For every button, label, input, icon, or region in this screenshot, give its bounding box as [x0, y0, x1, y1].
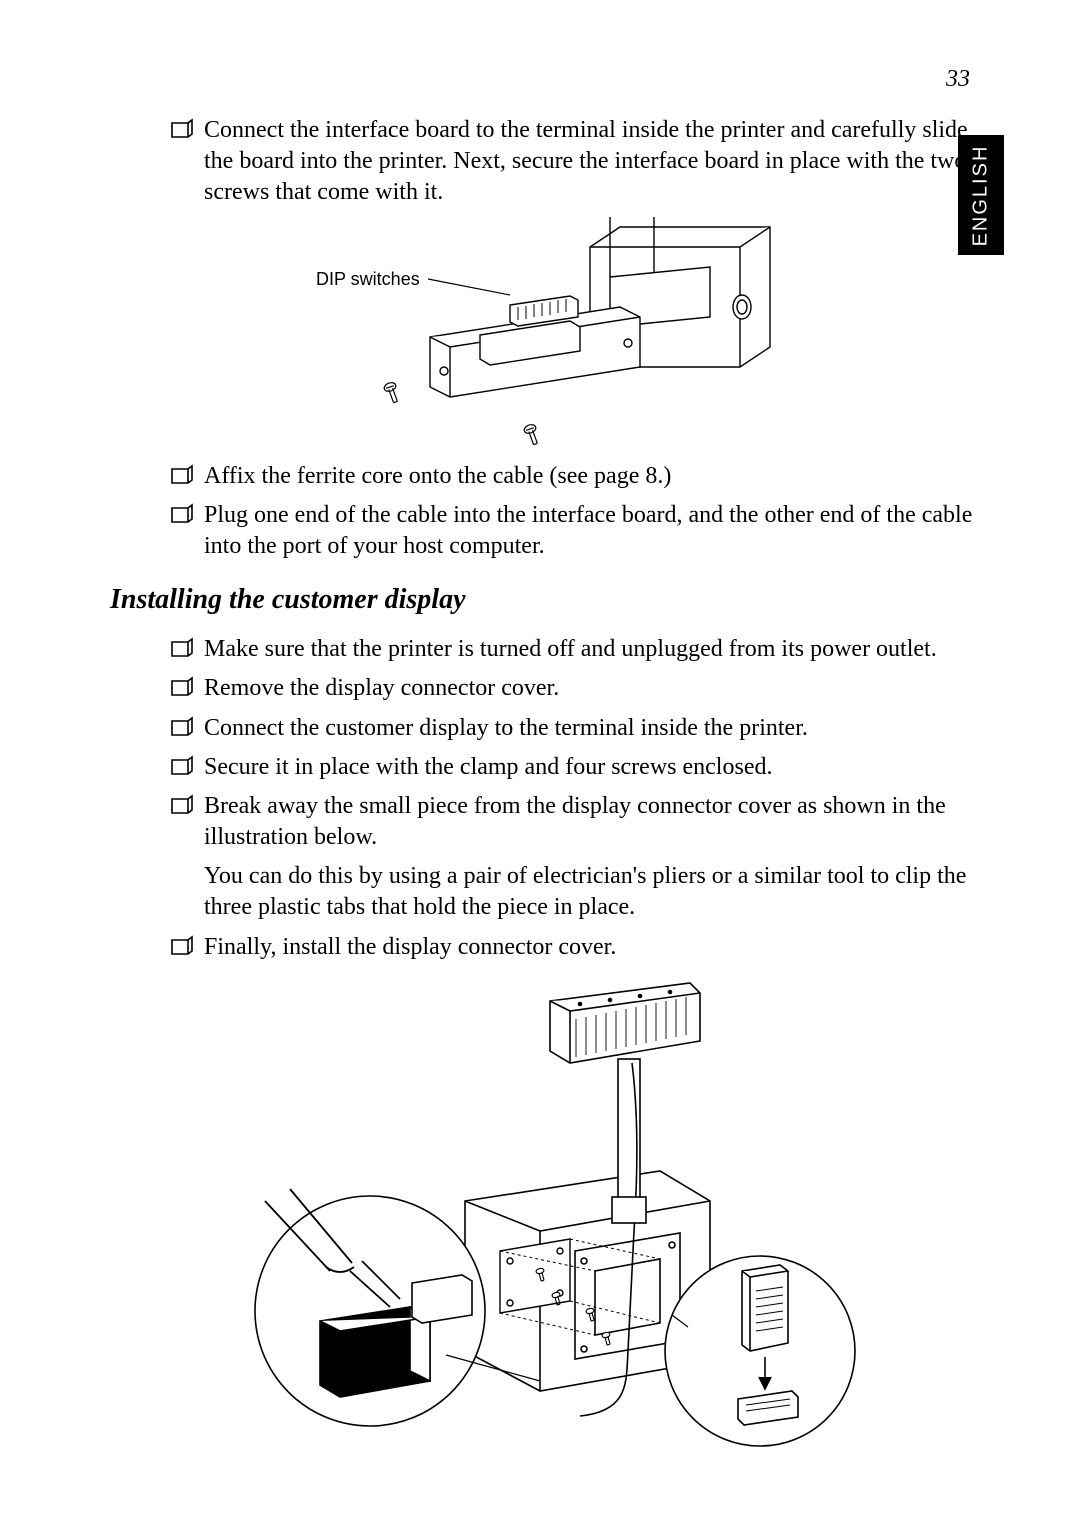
checkbox-icon: [170, 466, 192, 486]
step-item: Break away the small piece from the disp…: [110, 791, 990, 853]
language-tab-label: ENGLISH: [970, 144, 993, 246]
section-heading: Installing the customer display: [110, 584, 990, 616]
step-item: Finally, install the display connector c…: [110, 932, 990, 963]
interface-board-diagram: [310, 217, 790, 447]
step-text: Connect the interface board to the termi…: [204, 115, 990, 209]
checkbox-icon: [170, 678, 192, 698]
step-text: Break away the small piece from the disp…: [204, 791, 990, 853]
checkbox-icon: [170, 639, 192, 659]
step-item: Plug one end of the cable into the inter…: [110, 500, 990, 562]
checkbox-icon: [170, 120, 192, 140]
step-text: Make sure that the printer is turned off…: [204, 634, 990, 665]
checkbox-icon: [170, 796, 192, 816]
step-item: Make sure that the printer is turned off…: [110, 634, 990, 665]
checkbox-icon: [170, 937, 192, 957]
figure-interface-board: DIP switches: [110, 217, 990, 447]
step-text: Secure it in place with the clamp and fo…: [204, 752, 990, 783]
step-item: Secure it in place with the clamp and fo…: [110, 752, 990, 783]
step-item: Remove the display connector cover.: [110, 673, 990, 704]
checkbox-icon: [170, 757, 192, 777]
checkbox-icon: [170, 718, 192, 738]
checkbox-icon: [170, 505, 192, 525]
step-item: Affix the ferrite core onto the cable (s…: [110, 461, 990, 492]
step-subtext: You can do this by using a pair of elect…: [110, 861, 990, 923]
step-item: Connect the interface board to the termi…: [110, 115, 990, 209]
language-tab: ENGLISH: [958, 135, 1004, 255]
step-item: Connect the customer display to the term…: [110, 713, 990, 744]
content: Connect the interface board to the termi…: [110, 115, 990, 1461]
figure-customer-display: [110, 971, 990, 1461]
customer-display-diagram: [240, 971, 860, 1461]
page: 33 ENGLISH Connect the interface board t…: [0, 0, 1080, 1529]
dip-switches-label: DIP switches: [316, 269, 420, 290]
step-text: Remove the display connector cover.: [204, 673, 990, 704]
step-text: Connect the customer display to the term…: [204, 713, 990, 744]
step-text: Finally, install the display connector c…: [204, 932, 990, 963]
page-number: 33: [946, 66, 970, 93]
step-text: Plug one end of the cable into the inter…: [204, 500, 990, 562]
step-text: Affix the ferrite core onto the cable (s…: [204, 461, 990, 492]
